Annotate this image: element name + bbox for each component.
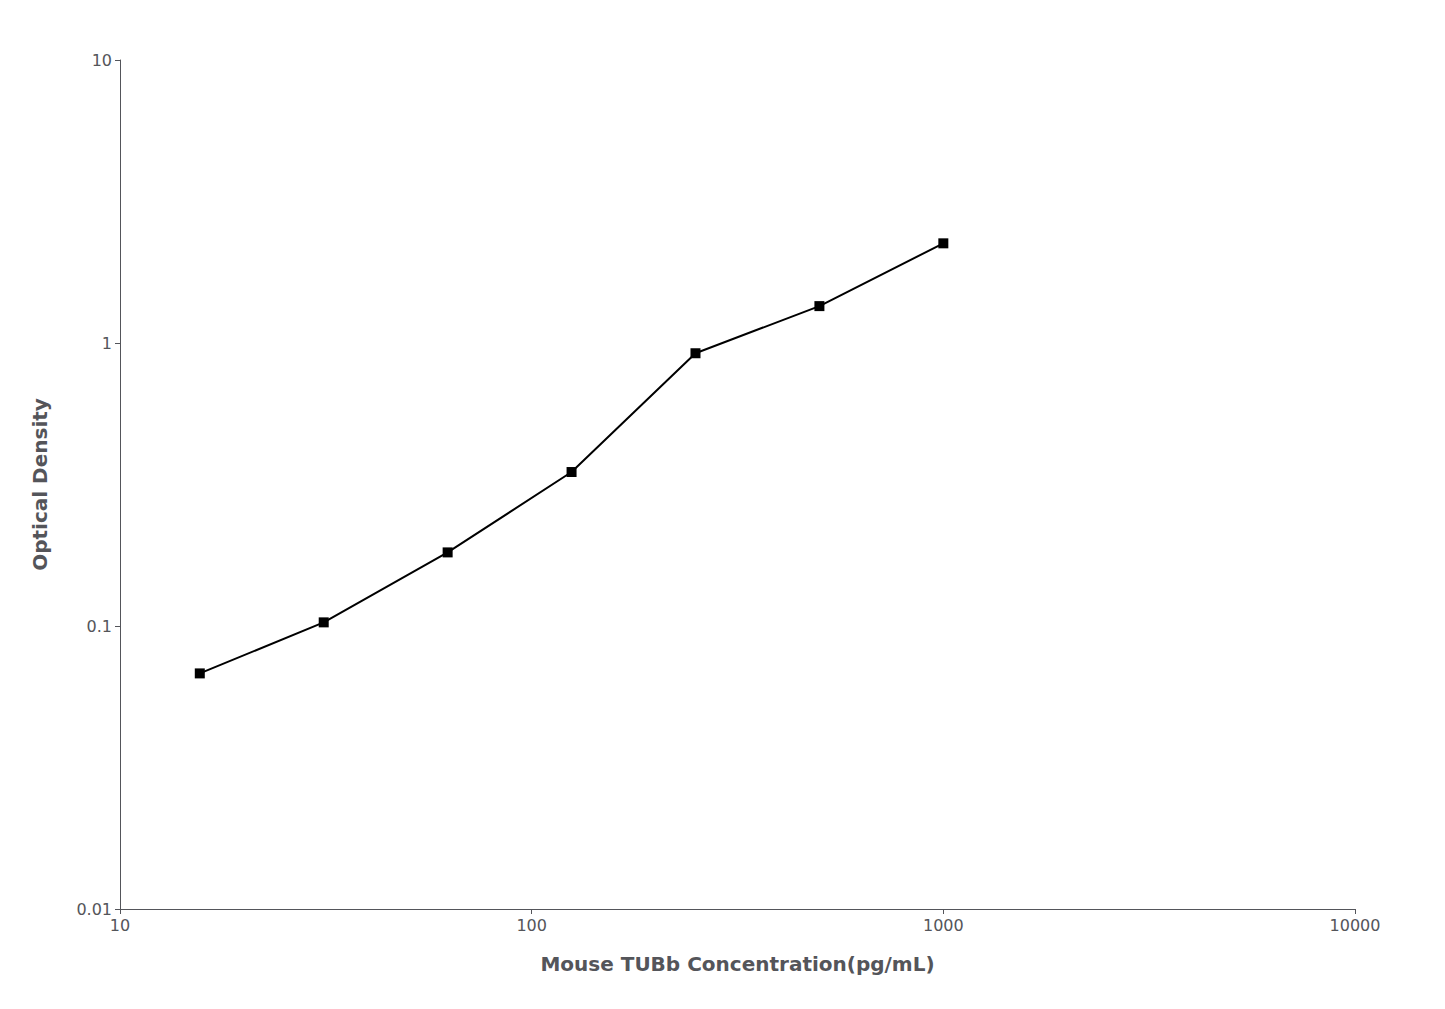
svg-text:0.01: 0.01 [76,900,112,919]
svg-text:1: 1 [102,334,112,353]
svg-text:10: 10 [110,916,130,935]
svg-text:Optical Density: Optical Density [28,398,52,571]
svg-text:100: 100 [516,916,547,935]
svg-text:Mouse TUBb Concentration(pg/mL: Mouse TUBb Concentration(pg/mL) [540,952,934,976]
svg-text:1000: 1000 [923,916,964,935]
svg-text:0.1: 0.1 [87,617,112,636]
svg-text:10: 10 [92,51,112,70]
svg-text:10000: 10000 [1330,916,1381,935]
